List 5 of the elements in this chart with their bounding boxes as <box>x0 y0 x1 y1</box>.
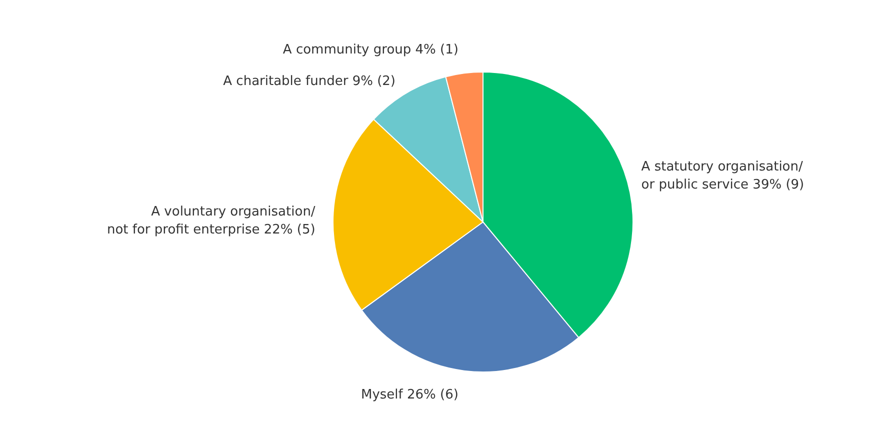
slice-label: A charitable funder 9% (2) <box>223 74 396 89</box>
slice-label: Myself 26% (6) <box>360 388 458 403</box>
slice-label: A community group 4% (1) <box>282 42 458 58</box>
slice-label: A voluntary organisation/ not for profit enterprise 22% (5) <box>106 204 316 238</box>
slice-label: A statutory organisation/ or public service 39% (9) <box>641 159 804 192</box>
